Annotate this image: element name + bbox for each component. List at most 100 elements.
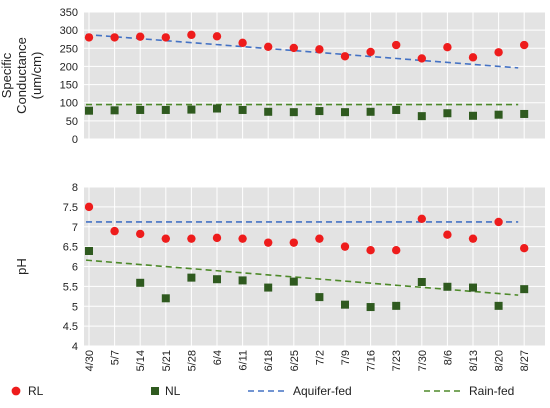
x-tick-label: 6/25 xyxy=(289,350,301,371)
x-tick-label: 5/14 xyxy=(135,350,147,371)
legend-label: Aquifer-fed xyxy=(293,384,352,398)
conductance-panel: 0 50 100 150 200 250 300 350 Specific Conductance… xyxy=(0,7,545,146)
ph-nl-point xyxy=(417,278,426,287)
ph-rl-point xyxy=(340,242,350,251)
legend: RL NL Aquifer-fed Rain-fed xyxy=(11,384,514,398)
cond-rl-point xyxy=(136,32,145,41)
cond-rl-point xyxy=(110,33,119,42)
cond-y-tick-label: 300 xyxy=(60,25,78,37)
x-tick-label: 4/30 xyxy=(84,350,96,371)
ph-rl-point xyxy=(238,234,247,243)
ph-nl-point xyxy=(213,275,221,284)
ph-nl-point xyxy=(366,303,375,312)
ph-y-tick-label: 6 xyxy=(72,262,78,274)
ph-rl-point xyxy=(315,234,324,243)
cond-nl-point xyxy=(85,106,93,115)
cond-rl-point xyxy=(238,38,247,48)
cond-y-tick-label: 50 xyxy=(66,116,78,128)
cond-nl-point xyxy=(366,107,375,116)
ph-rl-point xyxy=(392,246,401,255)
ph-nl-point xyxy=(520,285,529,294)
cond-rl-point xyxy=(289,43,298,53)
x-tick-label: 5/7 xyxy=(110,350,122,365)
ph-nl-point xyxy=(264,283,273,292)
cond-plot-area xyxy=(84,12,545,139)
x-tick-label: 8/13 xyxy=(468,350,480,371)
cond-rl-point xyxy=(443,42,452,52)
ph-nl-point xyxy=(238,276,247,285)
ph-rl-point xyxy=(417,214,426,223)
ph-y-tick-label: 5 xyxy=(72,301,78,313)
cond-rl-point xyxy=(187,30,196,40)
ph-rl-point xyxy=(84,202,94,212)
x-tick-label: 8/6 xyxy=(442,350,454,365)
cond-y-tick-label: 0 xyxy=(72,134,78,146)
cond-trend-aquifer-fed xyxy=(85,33,519,69)
ph-rl-point xyxy=(289,238,298,247)
x-tick-label: 8/27 xyxy=(519,350,531,371)
cond-y-axis-title-line: Specific xyxy=(0,52,14,98)
legend-label: RL xyxy=(28,384,44,398)
ph-y-tick-label: 4.5 xyxy=(63,321,78,333)
ph-y-axis-title-line: pH xyxy=(14,258,29,275)
x-tick-label: 8/20 xyxy=(494,350,506,371)
x-tick-label: 5/28 xyxy=(186,350,198,371)
ph-y-tick-label: 8 xyxy=(72,182,78,194)
ph-y-tick-label: 7.5 xyxy=(63,202,78,214)
cond-rl-point xyxy=(520,40,529,50)
cond-y-axis-title-line: Conductance xyxy=(14,37,29,114)
cond-rl-point xyxy=(340,52,350,61)
x-tick-label: 7/2 xyxy=(314,350,326,365)
cond-rl-point xyxy=(366,47,375,57)
cond-nl-point xyxy=(469,111,477,120)
cond-y-axis-title-line: (um/cm) xyxy=(29,52,44,100)
legend-label: Rain-fed xyxy=(469,384,514,398)
cond-nl-point xyxy=(289,108,298,117)
legend-rl-marker xyxy=(11,386,21,396)
cond-nl-point xyxy=(213,104,221,113)
ph-rl-point xyxy=(136,229,145,239)
cond-rl-point xyxy=(468,53,478,62)
ph-rl-point xyxy=(468,234,478,243)
x-axis-date-labels: 4/30 5/7 5/14 5/21 5/28 6/4 6/11 6/18 6/25 7/2 7/9… xyxy=(84,350,531,371)
cond-nl-point xyxy=(341,108,349,117)
x-tick-label: 7/9 xyxy=(340,350,352,365)
cond-nl-point xyxy=(161,105,170,114)
cond-nl-point xyxy=(417,112,426,121)
ph-rl-point xyxy=(494,217,503,227)
ph-rl-point xyxy=(443,230,452,239)
cond-nl-point xyxy=(136,105,145,114)
cond-nl-point xyxy=(110,106,119,115)
ph-nl-point xyxy=(161,294,170,303)
cond-y-tick-label: 350 xyxy=(60,7,78,19)
ph-rl-point xyxy=(161,234,170,243)
cond-y-tick-label: 200 xyxy=(60,61,78,73)
ph-nl-point xyxy=(469,283,477,292)
cond-nl-point xyxy=(264,107,273,116)
x-tick-label: 7/16 xyxy=(366,350,378,371)
ph-nl-point xyxy=(392,301,401,310)
cond-nl-point xyxy=(238,105,247,114)
cond-nl-point xyxy=(187,105,196,114)
ph-rl-point xyxy=(212,233,222,243)
ph-y-tick-label: 6.5 xyxy=(63,242,78,254)
x-tick-label: 5/21 xyxy=(161,350,173,371)
ph-rl-point xyxy=(366,246,375,255)
ph-y-tick-label: 7 xyxy=(72,222,78,234)
ph-nl-point xyxy=(187,273,196,282)
x-tick-label: 7/23 xyxy=(391,350,403,371)
ph-nl-point xyxy=(85,246,93,255)
ph-y-tick-label: 4 xyxy=(72,341,78,353)
cond-rl-point xyxy=(417,54,426,63)
ph-nl-point xyxy=(136,278,145,287)
ph-rl-point xyxy=(264,238,273,247)
cond-rl-point xyxy=(264,42,273,52)
x-tick-label: 6/4 xyxy=(212,350,224,365)
x-tick-label: 6/18 xyxy=(263,350,275,371)
ph-rl-point xyxy=(110,226,119,236)
legend-nl-marker xyxy=(151,387,159,395)
ph-nl-point xyxy=(341,300,349,309)
cond-y-tick-label: 150 xyxy=(60,80,78,92)
ph-y-tick-label: 5.5 xyxy=(63,281,78,293)
legend-label: NL xyxy=(165,384,181,398)
